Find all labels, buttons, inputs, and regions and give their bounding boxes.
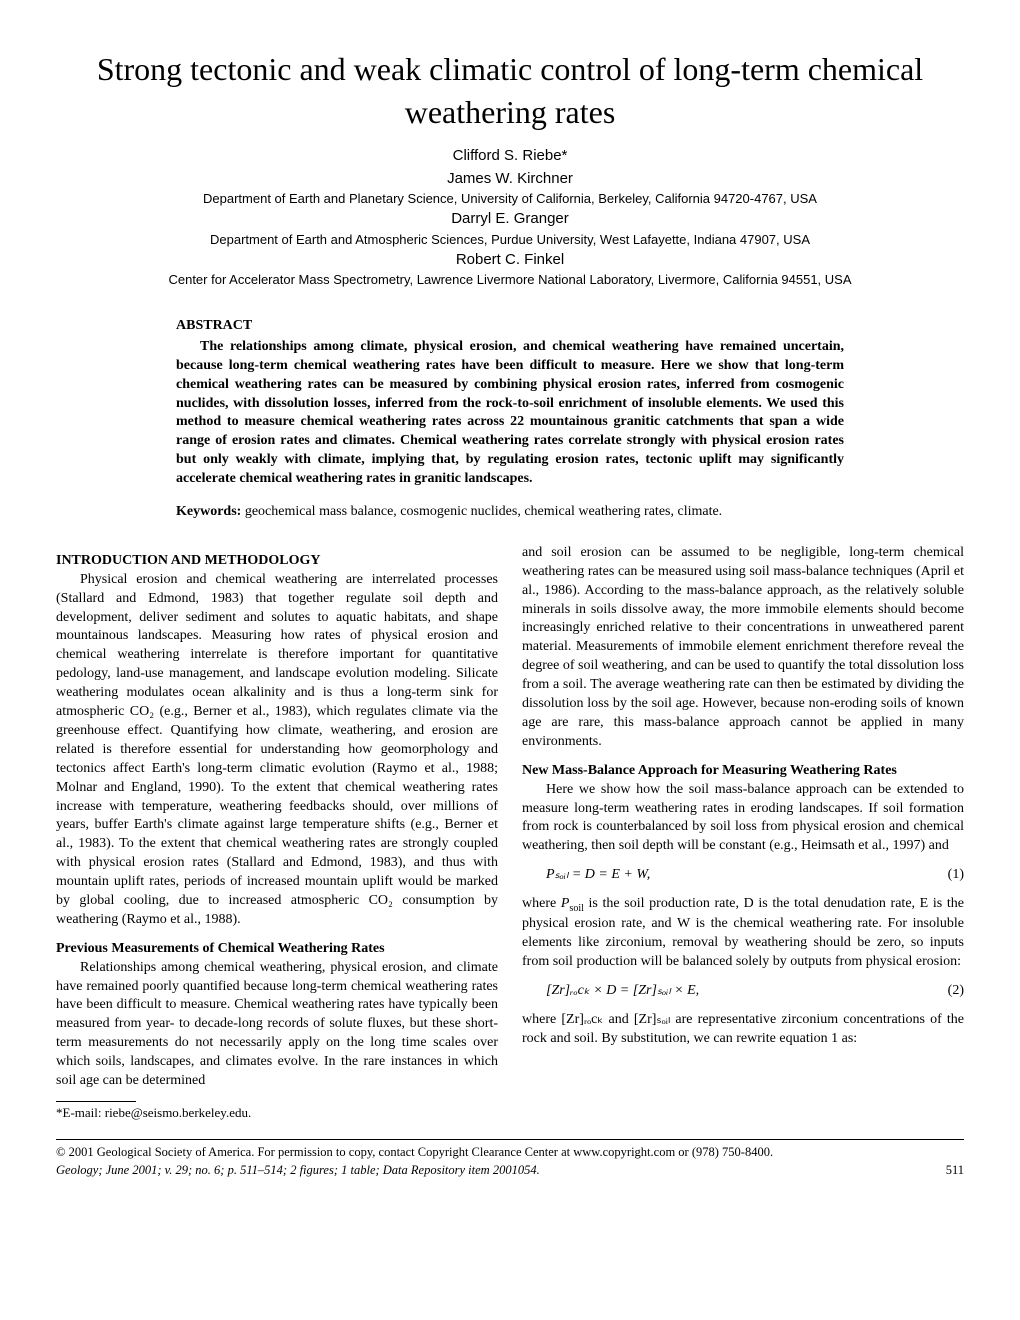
keywords-block: Keywords: geochemical mass balance, cosm…	[176, 503, 844, 522]
equation-text: [Zr]ᵣₒcₖ × D = [Zr]ₛₒᵢₗ × E,	[546, 982, 699, 1001]
body-paragraph: Relationships among chemical weathering,…	[56, 959, 498, 1091]
abstract-heading: ABSTRACT	[176, 317, 844, 336]
body-paragraph: Physical erosion and chemical weathering…	[56, 571, 498, 930]
page-number: 511	[946, 1162, 964, 1179]
subsection-heading-new: New Mass-Balance Approach for Measuring …	[522, 762, 964, 781]
subsection-heading-previous: Previous Measurements of Chemical Weathe…	[56, 940, 498, 959]
author-name: Robert C. Finkel	[56, 250, 964, 270]
section-heading-intro: INTRODUCTION AND METHODOLOGY	[56, 552, 498, 571]
keywords-label: Keywords:	[176, 504, 241, 519]
abstract-block: ABSTRACT The relationships among climate…	[176, 317, 844, 489]
keywords-text: geochemical mass balance, cosmogenic nuc…	[241, 504, 722, 519]
footer-rule	[56, 1139, 964, 1140]
equation-1: Pₛₒᵢₗ = D = E + W, (1)	[546, 866, 964, 885]
equation-text: Pₛₒᵢₗ = D = E + W,	[546, 866, 650, 885]
author-affiliation: Center for Accelerator Mass Spectrometry…	[56, 271, 964, 289]
author-name: James W. Kirchner	[56, 169, 964, 189]
copyright-text: © 2001 Geological Society of America. Fo…	[56, 1144, 964, 1161]
abstract-text: The relationships among climate, physica…	[176, 338, 844, 489]
author-affiliation: Department of Earth and Planetary Scienc…	[56, 190, 964, 208]
citation-text: Geology; June 2001; v. 29; no. 6; p. 511…	[56, 1162, 540, 1179]
footnote-text: *E-mail: riebe@seismo.berkeley.edu.	[56, 1104, 498, 1122]
body-paragraph: where [Zr]ᵣₒcₖ and [Zr]ₛₒᵢₗ are represen…	[522, 1011, 964, 1049]
citation-row: Geology; June 2001; v. 29; no. 6; p. 511…	[56, 1162, 964, 1179]
authors-block: Clifford S. Riebe* James W. Kirchner Dep…	[56, 146, 964, 289]
body-columns: INTRODUCTION AND METHODOLOGY Physical er…	[56, 544, 964, 1121]
author-affiliation: Department of Earth and Atmospheric Scie…	[56, 231, 964, 249]
author-name: Clifford S. Riebe*	[56, 146, 964, 166]
footnote-rule	[56, 1101, 136, 1102]
paper-title: Strong tectonic and weak climatic contro…	[56, 48, 964, 134]
equation-number: (1)	[948, 866, 964, 885]
equation-2: [Zr]ᵣₒcₖ × D = [Zr]ₛₒᵢₗ × E, (2)	[546, 982, 964, 1001]
body-paragraph: where Psoil is the soil production rate,…	[522, 895, 964, 972]
equation-number: (2)	[948, 982, 964, 1001]
body-paragraph: Here we show how the soil mass-balance a…	[522, 781, 964, 857]
body-paragraph: and soil erosion can be assumed to be ne…	[522, 544, 964, 752]
author-name: Darryl E. Granger	[56, 209, 964, 229]
